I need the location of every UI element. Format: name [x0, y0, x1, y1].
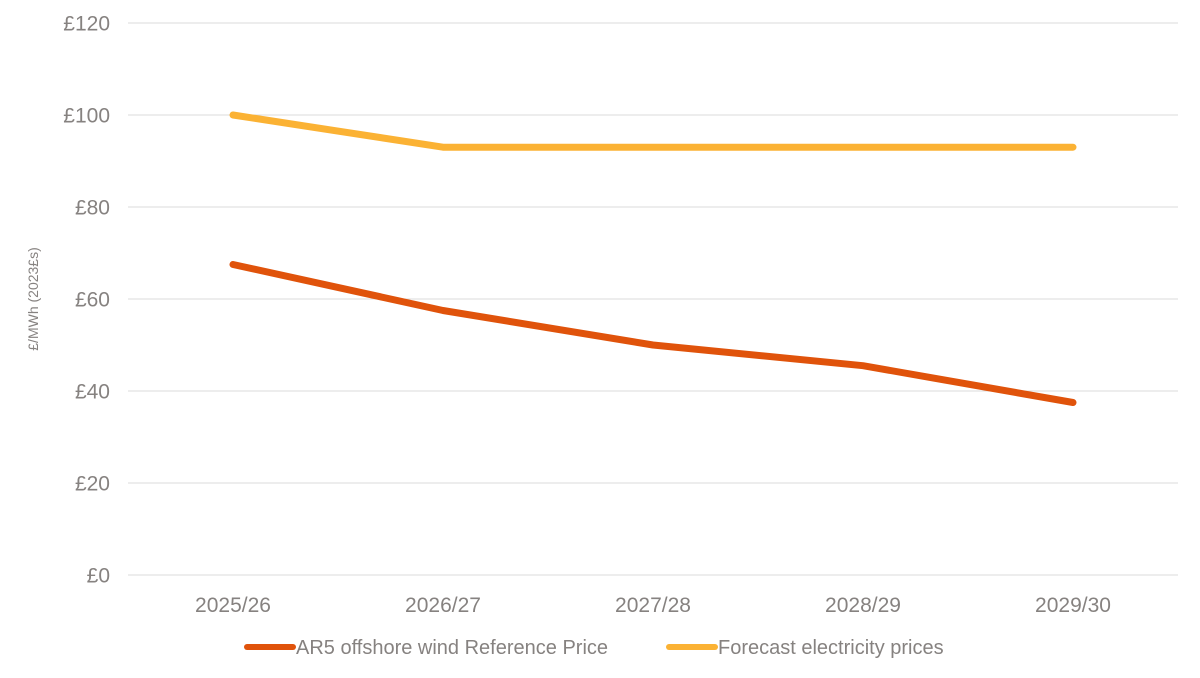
- y-tick-label: £40: [75, 381, 110, 404]
- y-tick-label: £100: [63, 105, 110, 128]
- x-tick-label: 2029/30: [1035, 594, 1111, 617]
- y-tick-label: £60: [75, 289, 110, 312]
- y-tick-label: £20: [75, 473, 110, 496]
- series-line-forecast-electricity-prices: [229, 111, 1077, 151]
- y-tick-label: £80: [75, 197, 110, 220]
- y-tick-label: £0: [87, 565, 110, 588]
- x-tick-label: 2025/26: [195, 594, 271, 617]
- y-tick-label: £120: [63, 13, 110, 36]
- x-tick-label: 2027/28: [615, 594, 691, 617]
- series-line-ar5-offshore-wind-reference-price: [229, 261, 1077, 406]
- x-tick-label: 2026/27: [405, 594, 481, 617]
- y-axis-title: £/MWh (2023£s): [25, 247, 41, 350]
- legend-label: Forecast electricity prices: [718, 637, 944, 659]
- x-tick-label: 2028/29: [825, 594, 901, 617]
- legend-label: AR5 offshore wind Reference Price: [296, 637, 608, 659]
